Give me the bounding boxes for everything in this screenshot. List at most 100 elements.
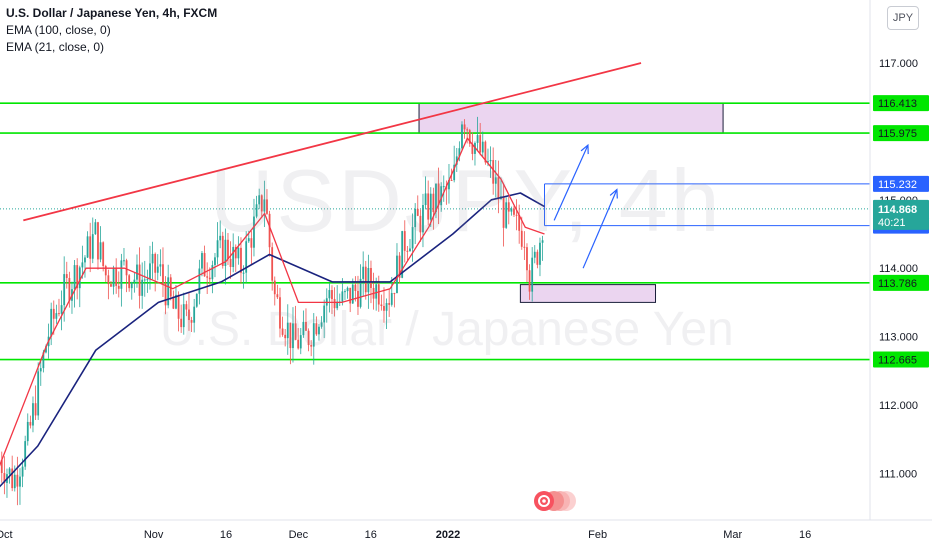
- projection-arrow[interactable]: [582, 189, 618, 269]
- candle-body: [52, 308, 55, 319]
- level-price-tag: 113.786: [878, 278, 917, 290]
- candle-body: [195, 293, 198, 307]
- candle-body: [362, 266, 365, 279]
- candle-body: [240, 247, 242, 273]
- candle-body: [531, 257, 534, 292]
- candle-body: [315, 323, 318, 335]
- candle-body: [247, 238, 250, 242]
- candle-body: [138, 264, 141, 296]
- y-tick-label: 113.000: [879, 332, 918, 344]
- candle-body: [307, 330, 310, 346]
- ema21-line[interactable]: [0, 137, 545, 467]
- candle-body: [42, 352, 45, 369]
- candle-body: [435, 183, 437, 213]
- candle-body: [245, 241, 248, 273]
- candle-body: [318, 326, 320, 335]
- candle-body: [143, 279, 146, 281]
- candle-body: [263, 199, 266, 212]
- y-tick-label: 114.000: [879, 263, 918, 275]
- candle-body: [541, 240, 544, 243]
- level-price-tag-bg: [873, 274, 929, 291]
- candle-body: [141, 279, 144, 296]
- candle-body: [507, 202, 510, 212]
- candle-body: [533, 251, 536, 258]
- candle-body: [453, 164, 456, 181]
- candle-body: [89, 236, 92, 259]
- candle-body: [203, 253, 206, 277]
- candle-body: [450, 179, 453, 181]
- x-ticks: Oct Nov 16 Dec 16 2022 Feb Mar 16: [0, 529, 811, 541]
- candle-body: [429, 193, 432, 220]
- ema100-line[interactable]: [0, 192, 545, 488]
- candle-body: [492, 160, 495, 184]
- candle-body: [120, 260, 123, 289]
- candle-body: [463, 124, 466, 130]
- candle-body: [63, 274, 66, 306]
- candle-body: [297, 339, 300, 349]
- candle-body: [78, 267, 81, 289]
- x-tick-label: 2022: [436, 529, 460, 541]
- demand-zone[interactable]: [519, 284, 657, 303]
- candle-body: [190, 320, 193, 323]
- candle-body: [201, 253, 203, 269]
- box-price-tag-top: 115.232: [878, 179, 917, 191]
- candle-body: [273, 280, 276, 295]
- candle-body: [331, 290, 333, 300]
- candle-body: [479, 135, 482, 153]
- candle-body: [216, 240, 219, 258]
- candle-body: [149, 263, 151, 280]
- price-axis: [0, 0, 932, 521]
- candle-body: [328, 290, 331, 299]
- currency-button[interactable]: JPY: [887, 6, 919, 30]
- candle-body: [159, 264, 162, 267]
- candle-body: [364, 266, 367, 293]
- candle-body: [289, 322, 292, 349]
- y-tick-label: 117.000: [879, 58, 918, 70]
- candle-body: [224, 239, 227, 266]
- candle-body: [466, 129, 469, 131]
- candle-body: [123, 260, 125, 262]
- x-tick-label: Nov: [144, 529, 164, 541]
- arrow-head: [580, 143, 589, 155]
- candle-body: [156, 266, 159, 273]
- candle-body: [349, 287, 352, 304]
- candle-body: [305, 321, 307, 331]
- candle-body: [401, 231, 404, 278]
- candle-body: [211, 265, 214, 280]
- candle-body: [510, 208, 513, 212]
- candle-body: [396, 255, 398, 294]
- indicator-ema21[interactable]: EMA (21, close, 0): [6, 40, 105, 54]
- candle-body: [81, 262, 84, 268]
- replay-icon[interactable]: [530, 489, 578, 513]
- candle-body: [94, 222, 97, 235]
- candle-body: [416, 208, 419, 216]
- candle-body: [45, 346, 47, 353]
- chart-title: U.S. Dollar / Japanese Yen, 4h, FXCM: [6, 6, 218, 20]
- candle-body: [422, 205, 424, 233]
- candle-body: [58, 313, 60, 315]
- indicator-ema100[interactable]: EMA (100, close, 0): [6, 23, 111, 37]
- candle-body: [73, 265, 76, 290]
- candle-body: [110, 284, 112, 287]
- candle-body: [437, 183, 440, 206]
- candle-body: [188, 309, 190, 321]
- candle-body: [359, 278, 362, 307]
- candle-body: [229, 258, 232, 267]
- candle-body: [167, 277, 170, 306]
- candle-body: [130, 282, 133, 289]
- candle-body: [11, 468, 14, 489]
- projection-arrow[interactable]: [553, 144, 589, 221]
- supply-zone[interactable]: [418, 102, 724, 134]
- candle-body: [484, 141, 487, 163]
- candle-body: [125, 260, 128, 276]
- box-price-tag-top-bg: [873, 175, 929, 192]
- candle-body: [354, 284, 357, 291]
- candle-body: [13, 474, 16, 489]
- candle-body: [112, 267, 115, 287]
- candle-body: [268, 213, 271, 248]
- trendline[interactable]: [23, 62, 642, 222]
- candle-body: [367, 267, 370, 293]
- x-tick-label: Oct: [0, 529, 13, 541]
- candle-body: [50, 308, 53, 337]
